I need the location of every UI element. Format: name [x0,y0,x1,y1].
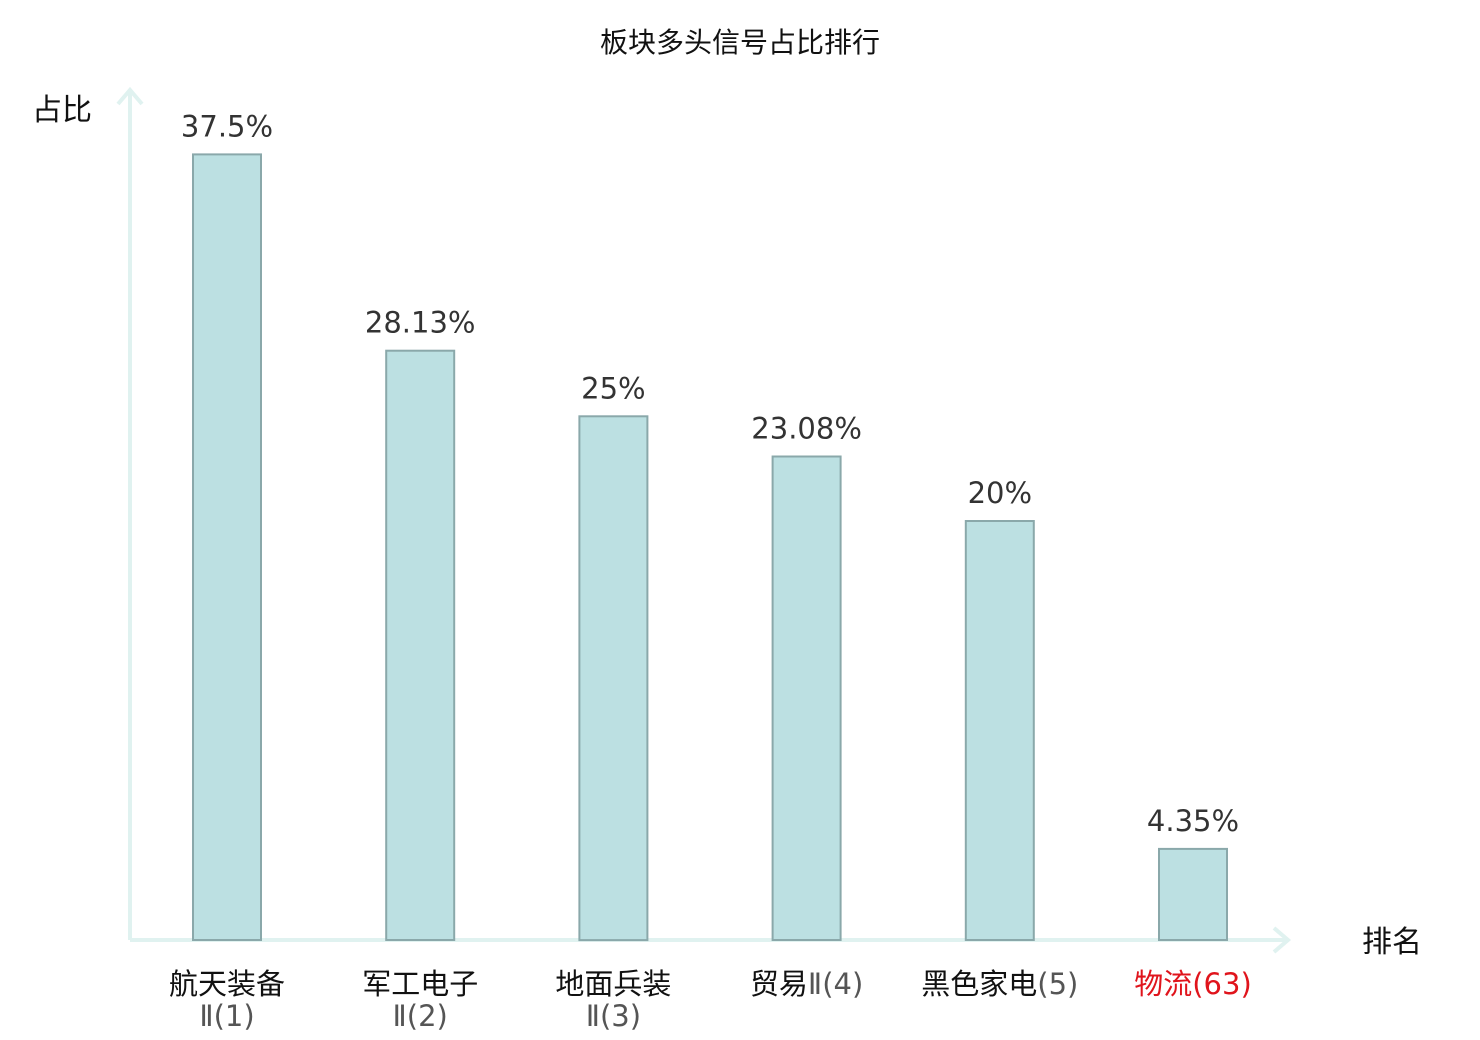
category-name: 贸易 [750,967,808,1001]
bar [385,349,456,941]
data-label: 37.5% [181,109,273,143]
x-tick-label: 地面兵装 Ⅱ(3) [555,967,671,1033]
category-rank: (63) [1192,967,1252,1001]
y-axis-label: 占比 [32,93,92,128]
x-tick-label: 贸易Ⅱ(4) [750,967,863,1001]
category-rank: Ⅱ(2) [393,999,448,1033]
data-label: 23.08% [751,412,862,446]
data-label: 20% [968,476,1032,510]
bar [192,153,262,941]
y-axis [116,86,144,940]
bar [578,415,649,942]
category-rank: (5) [1037,967,1078,1001]
x-tick-label: 物流(63) [1134,967,1252,1001]
bar [771,455,842,941]
chart-title: 板块多头信号占比排行 [600,26,880,59]
category-name: 军工电子 [362,967,478,1001]
data-label: 25% [581,371,645,405]
bar [964,520,1035,941]
x-axis [130,926,1292,954]
category-name: 物流 [1134,967,1192,1001]
category-rank: Ⅱ(1) [199,999,254,1033]
data-label: 4.35% [1147,804,1239,838]
x-axis-label: 排名 [1362,925,1422,960]
bars-group: 37.5% 航天装备 Ⅱ(1) 28.13% 军工电子 Ⅱ(2) 25% 地面兵装 Ⅱ(3) 23… [169,109,1252,1033]
category-name: 地面兵装 [555,967,671,1001]
category-name: 航天装备 [169,967,285,1001]
bar [1158,847,1228,942]
category-name: 黑色家电 [921,967,1037,1001]
x-tick-label: 军工电子 Ⅱ(2) [362,967,478,1033]
data-label: 28.13% [365,306,476,340]
x-tick-label: 航天装备 Ⅱ(1) [169,967,285,1033]
category-rank: Ⅱ(3) [586,999,641,1033]
category-rank: Ⅱ(4) [808,967,863,1001]
x-tick-label: 黑色家电(5) [921,967,1078,1001]
